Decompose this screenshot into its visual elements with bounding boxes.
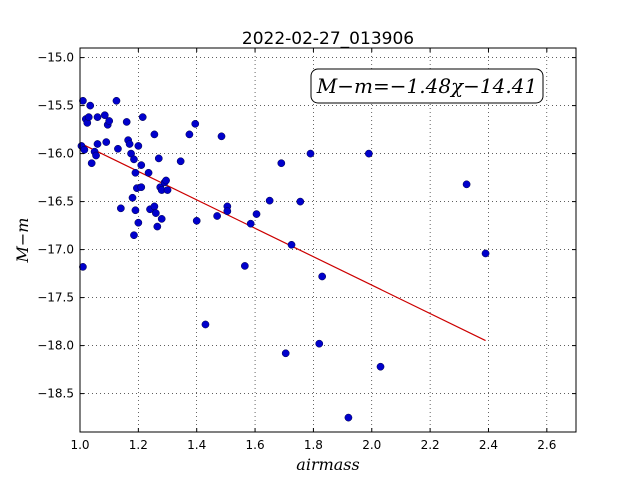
data-point	[306, 149, 315, 158]
data-point	[131, 206, 140, 215]
data-point	[84, 113, 93, 121]
data-point	[281, 349, 290, 358]
data-point	[192, 216, 201, 225]
data-point	[87, 159, 96, 168]
data-point	[128, 193, 137, 202]
plot-frame	[79, 47, 577, 433]
data-point	[240, 262, 249, 270]
data-point	[125, 140, 134, 148]
data-point	[112, 96, 121, 105]
fit-annotation-box: M−m=−1.48χ−14.41	[310, 68, 544, 104]
data-point	[100, 111, 109, 120]
data-point	[150, 202, 159, 211]
x-tick-label: 1.6	[246, 438, 265, 452]
data-point	[296, 197, 305, 206]
data-point	[157, 215, 166, 223]
data-point	[185, 130, 194, 139]
data-point	[122, 118, 131, 126]
y-tick-label: −15.5	[37, 99, 74, 113]
ticks: 1.0 1.2 1.4 1.6 1.8 2.0 2.2 2.4 2.6 −15.0 −15.5 −16…	[37, 48, 576, 452]
data-point	[481, 249, 490, 258]
data-point	[287, 240, 296, 249]
data-point	[265, 196, 274, 205]
data-point	[86, 101, 95, 110]
y-tick-label: −16.5	[37, 195, 74, 209]
x-tick-label: 1.8	[304, 438, 323, 452]
data-point	[376, 362, 385, 371]
data-point	[277, 159, 286, 168]
data-point	[131, 168, 140, 177]
x-tick-label: 1.0	[70, 438, 89, 452]
data-point	[217, 132, 226, 141]
data-point	[79, 96, 87, 105]
data-point	[130, 231, 138, 240]
data-point	[246, 219, 255, 228]
data-point	[252, 210, 261, 218]
data-point	[201, 320, 210, 329]
data-points	[77, 96, 490, 422]
grid	[80, 48, 576, 432]
data-point	[150, 130, 159, 139]
data-point	[137, 161, 146, 169]
x-tick-label: 2.0	[362, 438, 381, 452]
data-point	[105, 117, 114, 125]
data-point	[137, 183, 146, 192]
data-point	[223, 207, 232, 216]
data-point	[79, 263, 87, 271]
data-point	[80, 145, 89, 154]
data-point	[93, 140, 102, 148]
data-point	[462, 180, 471, 189]
data-point	[153, 222, 162, 231]
x-tick-label: 1.4	[187, 438, 206, 452]
data-point	[344, 413, 353, 422]
annotation-frame	[310, 68, 544, 104]
data-point	[138, 113, 147, 121]
data-point	[93, 113, 102, 121]
data-point	[163, 186, 172, 194]
data-point	[152, 209, 160, 217]
x-tick-label: 2.6	[537, 438, 556, 452]
data-point	[92, 151, 100, 160]
data-point	[315, 339, 324, 348]
data-point	[176, 157, 185, 166]
data-point	[191, 119, 200, 128]
data-point	[134, 142, 143, 150]
data-point	[162, 176, 170, 185]
y-axis-label: M−m	[13, 218, 32, 264]
data-point	[318, 272, 327, 281]
data-point	[114, 144, 122, 153]
data-point	[154, 154, 163, 163]
y-tick-label: −18.5	[37, 387, 74, 401]
x-tick-label: 1.2	[129, 438, 148, 452]
y-tick-label: −17.0	[37, 243, 74, 257]
y-tick-label: −17.5	[37, 291, 74, 305]
data-point	[213, 212, 221, 220]
y-tick-label: −15.0	[37, 51, 74, 65]
x-tick-label: 2.2	[421, 438, 440, 452]
y-tick-label: −18.0	[37, 339, 74, 353]
y-tick-label: −16.0	[37, 147, 74, 161]
data-point	[134, 218, 143, 227]
data-point	[116, 204, 125, 213]
data-point	[144, 168, 153, 177]
x-tick-label: 2.4	[479, 438, 498, 452]
x-axis-label: airmass	[296, 455, 359, 474]
chart-title: 2022-02-27_013906	[242, 29, 414, 49]
data-point	[364, 149, 373, 158]
data-point	[130, 155, 138, 164]
fit-equation: M−m=−1.48χ−14.41	[316, 74, 537, 98]
data-point	[102, 138, 111, 146]
